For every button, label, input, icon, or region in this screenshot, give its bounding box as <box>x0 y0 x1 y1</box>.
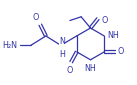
Text: H: H <box>59 50 65 59</box>
Text: H₂N: H₂N <box>2 41 17 50</box>
Text: O: O <box>32 13 38 22</box>
Text: NH: NH <box>107 31 119 40</box>
Text: N: N <box>59 37 65 46</box>
Text: NH: NH <box>85 64 96 73</box>
Text: O: O <box>67 66 73 75</box>
Text: O: O <box>117 47 124 56</box>
Text: O: O <box>102 16 108 25</box>
